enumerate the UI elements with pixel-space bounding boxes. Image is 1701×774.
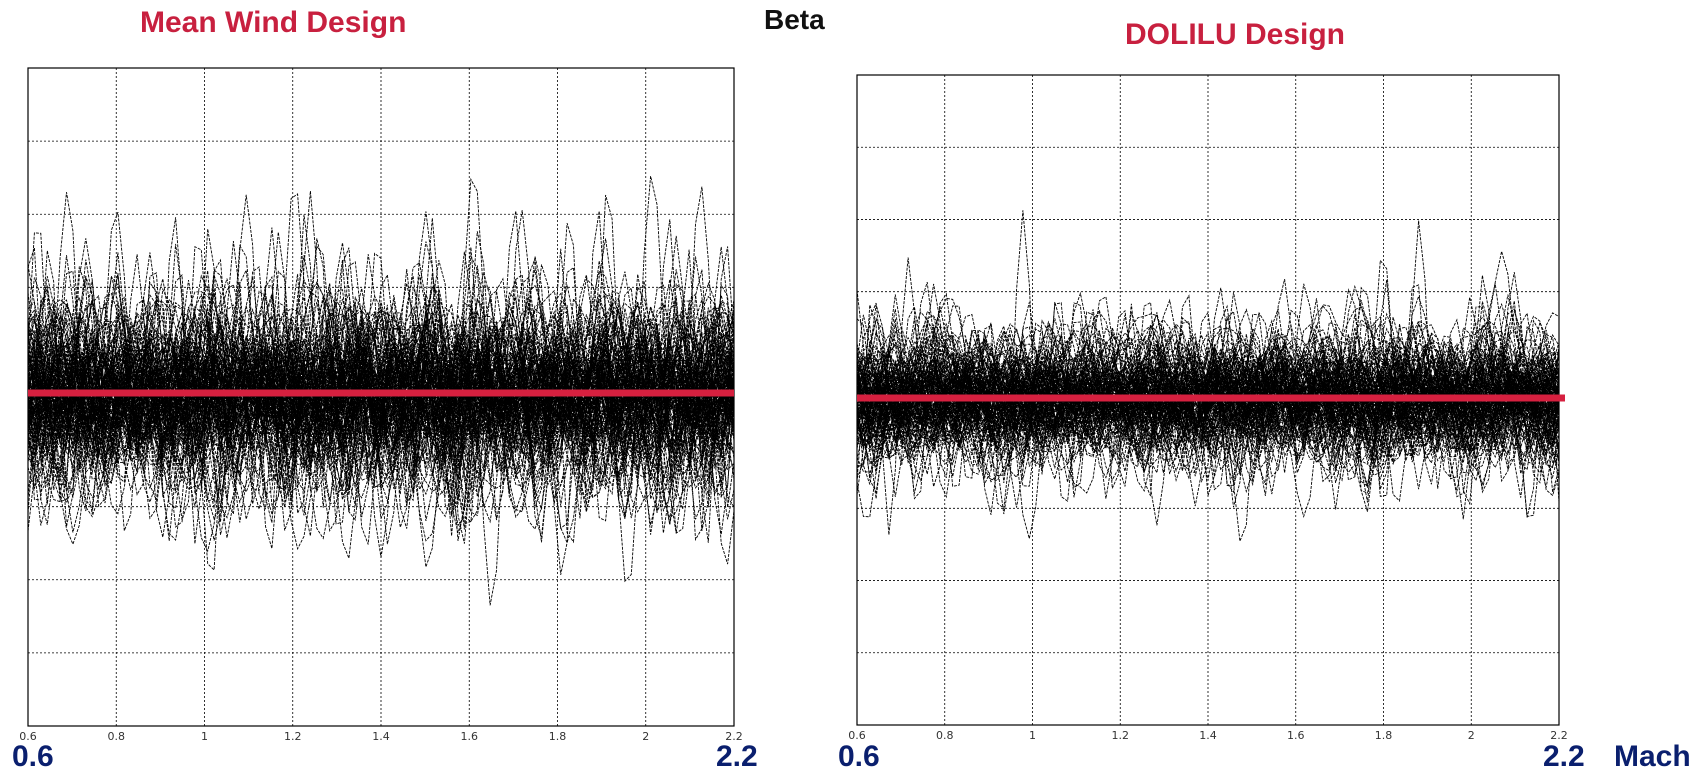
beta-trace xyxy=(856,335,1560,499)
beta-trace xyxy=(27,255,735,525)
left-x-end-label: 2.2 xyxy=(716,740,758,773)
beta-trace xyxy=(27,328,735,443)
beta-trace xyxy=(27,305,735,506)
x-tick-label: 1.4 xyxy=(372,730,390,743)
beta-trace xyxy=(856,281,1560,480)
left-x-start-label: 0.6 xyxy=(12,740,54,773)
right-x-start-label: 0.6 xyxy=(838,740,880,773)
beta-trace xyxy=(27,318,735,452)
beta-trace xyxy=(27,297,735,436)
chart-title-dolilu: DOLILU Design xyxy=(1125,18,1346,51)
beta-trace xyxy=(27,270,735,492)
x-tick-label: 1.2 xyxy=(284,730,302,743)
right-x-axis-label: Mach xyxy=(1614,740,1691,773)
beta-trace xyxy=(27,276,735,475)
beta-trace xyxy=(856,355,1560,481)
x-tick-label: 2 xyxy=(1468,729,1475,742)
beta-trace xyxy=(27,312,735,501)
beta-trace xyxy=(27,317,735,485)
x-tick-label: 1 xyxy=(201,730,208,743)
beta-trace xyxy=(27,307,735,531)
x-tick-label: 0.6 xyxy=(848,729,866,742)
beta-trace xyxy=(856,352,1560,417)
x-tick-label: 2.2 xyxy=(725,730,743,743)
chart-title-mean-wind: Mean Wind Design xyxy=(140,6,407,39)
beta-trace xyxy=(27,270,735,496)
x-tick-label: 1 xyxy=(1029,729,1036,742)
x-tick-label: 1.6 xyxy=(1287,729,1305,742)
x-tick-label: 0.8 xyxy=(108,730,126,743)
beta-trace xyxy=(27,247,735,495)
beta-trace xyxy=(856,351,1560,440)
beta-trace xyxy=(27,320,735,436)
beta-trace xyxy=(856,321,1560,473)
beta-trace xyxy=(856,351,1560,423)
beta-trace xyxy=(856,341,1560,494)
beta-trace xyxy=(27,283,735,565)
beta-trace xyxy=(856,361,1560,452)
beta-trace xyxy=(856,349,1560,457)
beta-trace xyxy=(856,333,1560,485)
beta-trace xyxy=(27,354,735,459)
beta-trace xyxy=(856,362,1560,429)
x-tick-label: 1.2 xyxy=(1112,729,1130,742)
beta-trace xyxy=(856,360,1560,456)
beta-trace xyxy=(856,311,1560,498)
beta-trace xyxy=(856,318,1560,497)
x-tick-label: 2.2 xyxy=(1550,729,1568,742)
beta-trace xyxy=(27,311,735,531)
x-tick-label: 1.8 xyxy=(1375,729,1393,742)
beta-trace xyxy=(856,354,1560,402)
x-tick-label: 1.8 xyxy=(549,730,567,743)
beta-trace xyxy=(27,191,735,512)
beta-trace xyxy=(856,311,1560,440)
x-tick-label: 1.4 xyxy=(1199,729,1217,742)
beta-trace xyxy=(856,367,1560,437)
right-x-end-label: 2.2 xyxy=(1543,740,1585,773)
x-tick-label: 2 xyxy=(642,730,649,743)
beta-trace xyxy=(856,342,1560,446)
beta-trace xyxy=(856,259,1560,520)
beta-trace xyxy=(27,320,735,513)
beta-trace xyxy=(856,357,1560,443)
beta-trace xyxy=(856,360,1560,486)
beta-trace xyxy=(856,323,1560,518)
beta-trace xyxy=(856,300,1560,506)
x-tick-label: 1.6 xyxy=(461,730,479,743)
beta-trace xyxy=(856,303,1560,497)
x-tick-label: 0.8 xyxy=(936,729,954,742)
beta-label: Beta xyxy=(764,4,825,35)
x-tick-label: 0.6 xyxy=(19,730,37,743)
beta-trace xyxy=(27,353,735,450)
beta-trace xyxy=(27,282,735,438)
beta-trace xyxy=(27,355,735,468)
beta-trace xyxy=(27,297,735,472)
beta-trace xyxy=(27,268,735,541)
